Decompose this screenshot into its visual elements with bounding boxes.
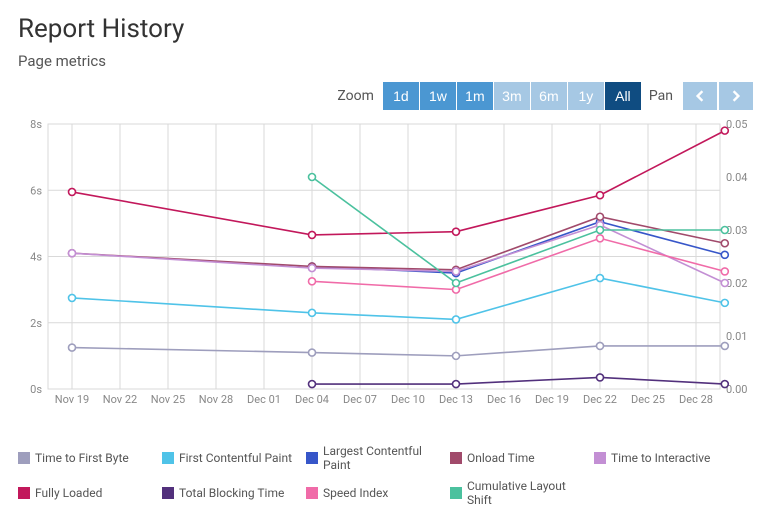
svg-text:Dec 04: Dec 04 bbox=[295, 393, 329, 406]
legend-swatch bbox=[162, 487, 174, 499]
svg-text:Nov 28: Nov 28 bbox=[199, 393, 233, 406]
legend-item[interactable]: Onload Time bbox=[450, 444, 582, 473]
svg-text:0.02: 0.02 bbox=[726, 277, 747, 290]
svg-text:2s: 2s bbox=[30, 317, 42, 330]
svg-text:Dec 28: Dec 28 bbox=[679, 393, 713, 406]
chart-toolbar: Zoom 1d1w1m3m6m1yAll Pan bbox=[18, 82, 753, 110]
legend-item[interactable]: Speed Index bbox=[306, 479, 438, 508]
pan-label: Pan bbox=[649, 88, 673, 104]
svg-text:0.00: 0.00 bbox=[726, 383, 747, 396]
legend-item[interactable]: Largest Contentful Paint bbox=[306, 444, 438, 473]
chevron-right-icon bbox=[730, 90, 742, 102]
page-subtitle: Page metrics bbox=[18, 52, 753, 70]
svg-text:0.05: 0.05 bbox=[726, 118, 747, 131]
legend-item[interactable]: First Contentful Paint bbox=[162, 444, 294, 473]
legend-item[interactable]: Cumulative Layout Shift bbox=[450, 479, 582, 508]
svg-text:Dec 07: Dec 07 bbox=[343, 393, 377, 406]
svg-text:0.03: 0.03 bbox=[726, 224, 747, 237]
legend-swatch bbox=[18, 452, 30, 464]
zoom-6m-button[interactable]: 6m bbox=[531, 82, 567, 110]
legend-item[interactable]: Fully Loaded bbox=[18, 479, 150, 508]
svg-text:Dec 13: Dec 13 bbox=[439, 393, 473, 406]
legend-swatch bbox=[18, 487, 30, 499]
legend-label: Time to First Byte bbox=[35, 451, 129, 465]
svg-text:4s: 4s bbox=[30, 251, 42, 264]
pan-right-button[interactable] bbox=[719, 82, 753, 110]
svg-text:Dec 16: Dec 16 bbox=[487, 393, 521, 406]
page-title: Report History bbox=[18, 14, 753, 44]
zoom-label: Zoom bbox=[337, 88, 374, 104]
svg-text:0.01: 0.01 bbox=[726, 330, 747, 343]
legend-label: Fully Loaded bbox=[35, 486, 102, 500]
svg-text:Dec 19: Dec 19 bbox=[535, 393, 569, 406]
svg-text:Dec 22: Dec 22 bbox=[583, 393, 617, 406]
zoom-all-button[interactable]: All bbox=[605, 82, 641, 110]
chart-legend: Time to First Byte First Contentful Paint… bbox=[18, 444, 753, 508]
page-metrics-chart: Nov 19 Nov 22 Nov 25 Nov 28 Dec 01 Dec 04 Dec … bbox=[18, 114, 753, 438]
legend-item[interactable]: Time to Interactive bbox=[594, 444, 726, 473]
legend-item[interactable]: Time to First Byte bbox=[18, 444, 150, 473]
zoom-1w-button[interactable]: 1w bbox=[420, 82, 456, 110]
svg-text:6s: 6s bbox=[30, 184, 42, 197]
svg-text:Nov 19: Nov 19 bbox=[55, 393, 89, 406]
legend-label: Largest Contentful Paint bbox=[323, 444, 438, 473]
zoom-1d-button[interactable]: 1d bbox=[383, 82, 419, 110]
legend-swatch bbox=[306, 487, 318, 499]
legend-label: Time to Interactive bbox=[611, 451, 710, 465]
legend-label: Speed Index bbox=[323, 486, 388, 500]
legend-label: Total Blocking Time bbox=[179, 486, 284, 500]
zoom-1m-button[interactable]: 1m bbox=[457, 82, 493, 110]
svg-text:0s: 0s bbox=[30, 383, 42, 396]
legend-label: First Contentful Paint bbox=[179, 451, 292, 465]
legend-swatch bbox=[162, 452, 174, 464]
zoom-3m-button[interactable]: 3m bbox=[494, 82, 530, 110]
chevron-left-icon bbox=[694, 90, 706, 102]
legend-label: Onload Time bbox=[467, 451, 535, 465]
svg-text:Nov 25: Nov 25 bbox=[151, 393, 185, 406]
legend-swatch bbox=[594, 452, 606, 464]
zoom-1y-button[interactable]: 1y bbox=[568, 82, 604, 110]
svg-text:Dec 01: Dec 01 bbox=[247, 393, 281, 406]
svg-text:Dec 10: Dec 10 bbox=[391, 393, 425, 406]
legend-item[interactable]: Total Blocking Time bbox=[162, 479, 294, 508]
legend-label: Cumulative Layout Shift bbox=[467, 479, 582, 508]
pan-left-button[interactable] bbox=[683, 82, 717, 110]
legend-swatch bbox=[450, 487, 462, 499]
svg-text:Nov 22: Nov 22 bbox=[103, 393, 137, 406]
svg-text:8s: 8s bbox=[30, 118, 42, 131]
legend-swatch bbox=[306, 452, 318, 464]
svg-text:Dec 25: Dec 25 bbox=[631, 393, 665, 406]
svg-text:0.04: 0.04 bbox=[726, 171, 747, 184]
legend-swatch bbox=[450, 452, 462, 464]
